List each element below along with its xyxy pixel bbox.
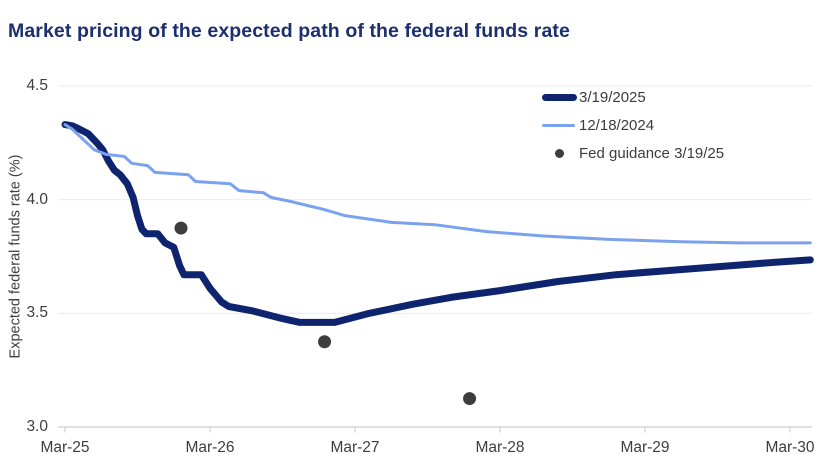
legend-swatch-wrap: [542, 124, 577, 127]
y-tick-label: 4.0: [26, 190, 48, 208]
legend-label-prior: 12/18/2024: [579, 117, 655, 134]
x-tick-label: Mar-28: [475, 439, 525, 456]
y-axis-label: Expected federal funds rate (%): [7, 154, 24, 359]
x-tick-label: Mar-29: [620, 439, 670, 456]
x-tick-label: Mar-26: [185, 439, 235, 456]
legend-label-guidance: Fed guidance 3/19/25: [579, 145, 725, 162]
y-tick-label: 4.5: [26, 77, 48, 94]
light-line-swatch-icon: [542, 124, 575, 127]
dark-line-swatch-icon: [542, 94, 577, 101]
guidance-dot-swatch-icon: [555, 149, 564, 158]
x-tick-label: Mar-30: [765, 439, 815, 456]
chart-legend: 3/19/2025 12/18/2024 Fed guidance 3/19/2…: [542, 88, 724, 163]
chart-title: Market pricing of the expected path of t…: [8, 20, 570, 42]
x-tick-label: Mar-27: [330, 439, 380, 456]
legend-label-current: 3/19/2025: [579, 89, 646, 106]
x-tick-label: Mar-25: [40, 439, 90, 456]
legend-item-prior-pricing: 12/18/2024: [542, 116, 724, 135]
y-tick-label: 3.5: [26, 304, 48, 322]
y-tick-label: 3.0: [26, 418, 48, 435]
legend-swatch-wrap: [542, 94, 577, 101]
legend-item-fed-guidance: Fed guidance 3/19/25: [542, 144, 724, 163]
legend-item-current-pricing: 3/19/2025: [542, 88, 724, 107]
legend-swatch-wrap: [542, 149, 577, 158]
